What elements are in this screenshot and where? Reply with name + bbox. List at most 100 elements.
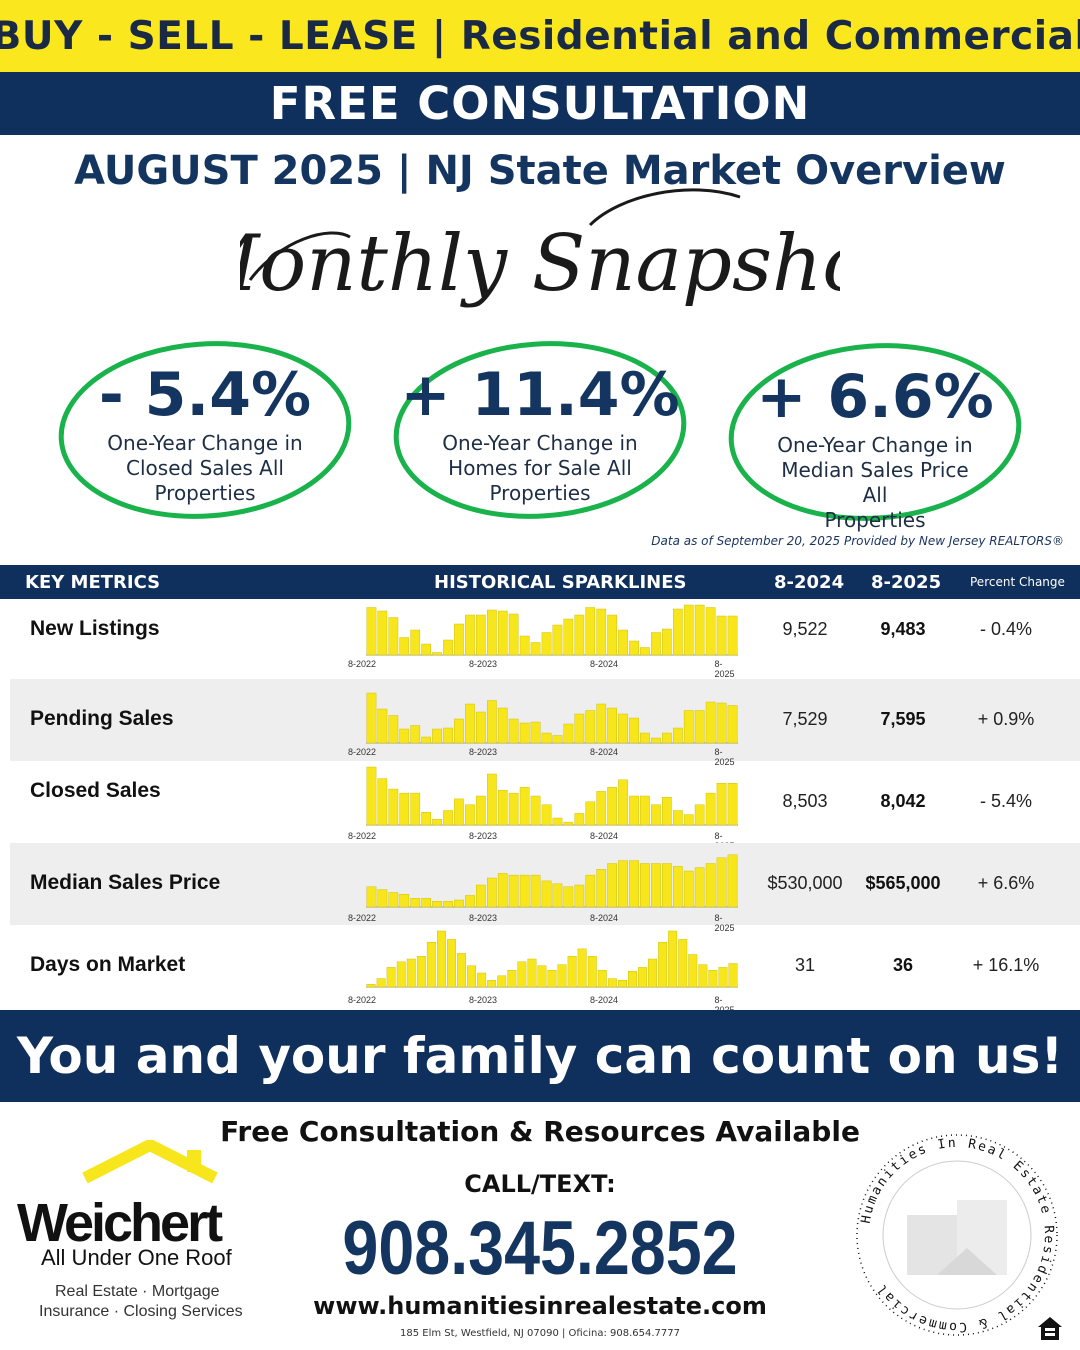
sparkline-bar xyxy=(541,880,552,908)
metric-name: Closed Sales xyxy=(30,779,161,802)
sparkline-ticks: 8-2022 8-2023 8-2024 8-2025 xyxy=(346,659,746,679)
sparkline-bar xyxy=(377,708,388,744)
sparkline-bar xyxy=(366,692,377,744)
sparkline-bar xyxy=(366,886,377,908)
metric-name: Pending Sales xyxy=(30,707,174,730)
sparkline xyxy=(366,604,738,656)
sparkline-bar xyxy=(557,964,567,988)
stat-label-line: Homes for Sale All xyxy=(448,456,632,480)
sparkline-bar xyxy=(475,795,486,826)
equal-housing-icon xyxy=(1038,1317,1062,1340)
weichert-logo: Weichert All Under One Roof Real Estate … xyxy=(15,1140,285,1330)
sparkline-bar xyxy=(683,870,694,908)
roof-icon xyxy=(82,1140,218,1184)
sparkline-bar xyxy=(486,773,497,826)
sparkline-bar xyxy=(683,604,694,656)
sparkline-bar xyxy=(716,857,727,908)
tick-label: 8-2024 xyxy=(589,747,619,757)
sparkline-bar xyxy=(648,958,657,988)
sparkline-bar xyxy=(662,797,672,826)
sparkline-bar xyxy=(376,978,386,988)
sparkline-bar xyxy=(446,939,456,988)
table-row: New Listings 8-2022 8-2023 8-2024 8-2025… xyxy=(10,599,1080,681)
sparkline-bar xyxy=(567,956,577,988)
website-link[interactable]: www.humanitiesinrealestate.com xyxy=(313,1292,767,1320)
phone-number[interactable]: 908.345.2852 xyxy=(342,1206,738,1291)
sparkline-bar xyxy=(618,713,628,744)
sparkline-bar xyxy=(530,721,541,744)
stat-value: + 6.6% xyxy=(756,362,994,432)
sparkline-bar xyxy=(629,640,639,656)
tagline-banner: You and your family can count on us! xyxy=(0,1010,1080,1102)
sparkline-bar xyxy=(541,804,552,826)
prev-value: 9,522 xyxy=(782,619,828,639)
sparkline-bar xyxy=(388,617,399,656)
sparkline-bar xyxy=(662,732,672,744)
tick-label: 8-2025 xyxy=(714,747,735,767)
table-header: KEY METRICS HISTORICAL SPARKLINES 8-2024… xyxy=(0,565,1080,599)
sparkline-bar xyxy=(628,971,637,988)
sparkline-bar xyxy=(410,725,421,744)
sparkline-bar xyxy=(705,863,716,908)
sparkline-bar xyxy=(683,710,694,744)
sparkline-bar xyxy=(454,623,464,656)
sparkline-bar xyxy=(705,607,716,656)
logo-brand: Weichert xyxy=(17,1193,223,1253)
sparkline-bar xyxy=(574,884,585,908)
tick-label: 8-2022 xyxy=(347,995,377,1005)
sparkline xyxy=(366,692,738,744)
sparkline-bar xyxy=(486,609,497,656)
sparkline-bar xyxy=(640,647,650,656)
table-row: Closed Sales 8-2022 8-2023 8-2024 8-2025… xyxy=(10,761,1080,851)
tick-label: 8-2022 xyxy=(347,831,377,841)
tick-label: 8-2025 xyxy=(714,913,735,933)
sparkline-bar xyxy=(527,958,537,988)
sparkline-bar xyxy=(421,736,432,744)
sparkline-bar xyxy=(728,963,738,988)
sparkline-bar xyxy=(607,863,618,908)
stat-label-line: Properties xyxy=(489,481,591,505)
sparkline-bar xyxy=(541,632,552,656)
sparkline-bar xyxy=(487,980,497,988)
header-curr: 8-2025 xyxy=(871,572,942,593)
sparkline-bar xyxy=(596,703,607,744)
pct-change: + 6.6% xyxy=(977,873,1035,893)
sparkline-bar xyxy=(465,895,475,908)
curr-value: 9,483 xyxy=(880,619,926,639)
sparkline-ticks: 8-2022 8-2023 8-2024 8-2025 xyxy=(346,913,746,933)
sparkline-bar xyxy=(574,614,585,656)
sparkline-bar xyxy=(552,624,563,656)
sparkline-bar xyxy=(716,615,727,656)
sparkline-bar xyxy=(547,970,557,988)
sparkline-bar xyxy=(467,965,477,988)
banner-text: BUY - SELL - LEASE | Residential and Com… xyxy=(0,13,1080,59)
sparkline-bar xyxy=(416,956,426,988)
sparkline-bar xyxy=(678,939,688,988)
sparkline-bar xyxy=(673,866,683,908)
sparkline-bar xyxy=(388,715,399,744)
sparkline-bar xyxy=(399,637,410,656)
sparkline-bar xyxy=(727,615,738,656)
pct-change: + 0.9% xyxy=(977,709,1035,729)
consultation-text: FREE CONSULTATION xyxy=(269,77,811,130)
sparkline xyxy=(366,854,738,908)
sparkline-bar xyxy=(698,964,708,988)
sparkline-bar xyxy=(716,702,727,744)
header-prev: 8-2024 xyxy=(774,572,845,593)
sparkline-bar xyxy=(486,700,497,744)
sparkline-ticks: 8-2022 8-2023 8-2024 8-2025 xyxy=(346,747,746,767)
sparkline-bar xyxy=(406,958,416,988)
prev-value: 31 xyxy=(794,955,816,975)
sparkline-bar xyxy=(552,883,563,908)
sparkline-bar xyxy=(432,901,442,908)
sparkline-bar xyxy=(716,783,727,826)
sparkline-bar xyxy=(443,727,453,744)
sparkline-bar xyxy=(673,810,683,826)
call-label: CALL/TEXT: xyxy=(464,1170,616,1198)
sparkline-bar xyxy=(475,614,486,656)
metric-name: New Listings xyxy=(30,617,160,640)
sparkline-bar xyxy=(386,967,396,988)
sparkline-bar xyxy=(638,967,647,988)
sparkline-bar xyxy=(519,874,530,908)
sparkline-bar xyxy=(563,821,574,826)
